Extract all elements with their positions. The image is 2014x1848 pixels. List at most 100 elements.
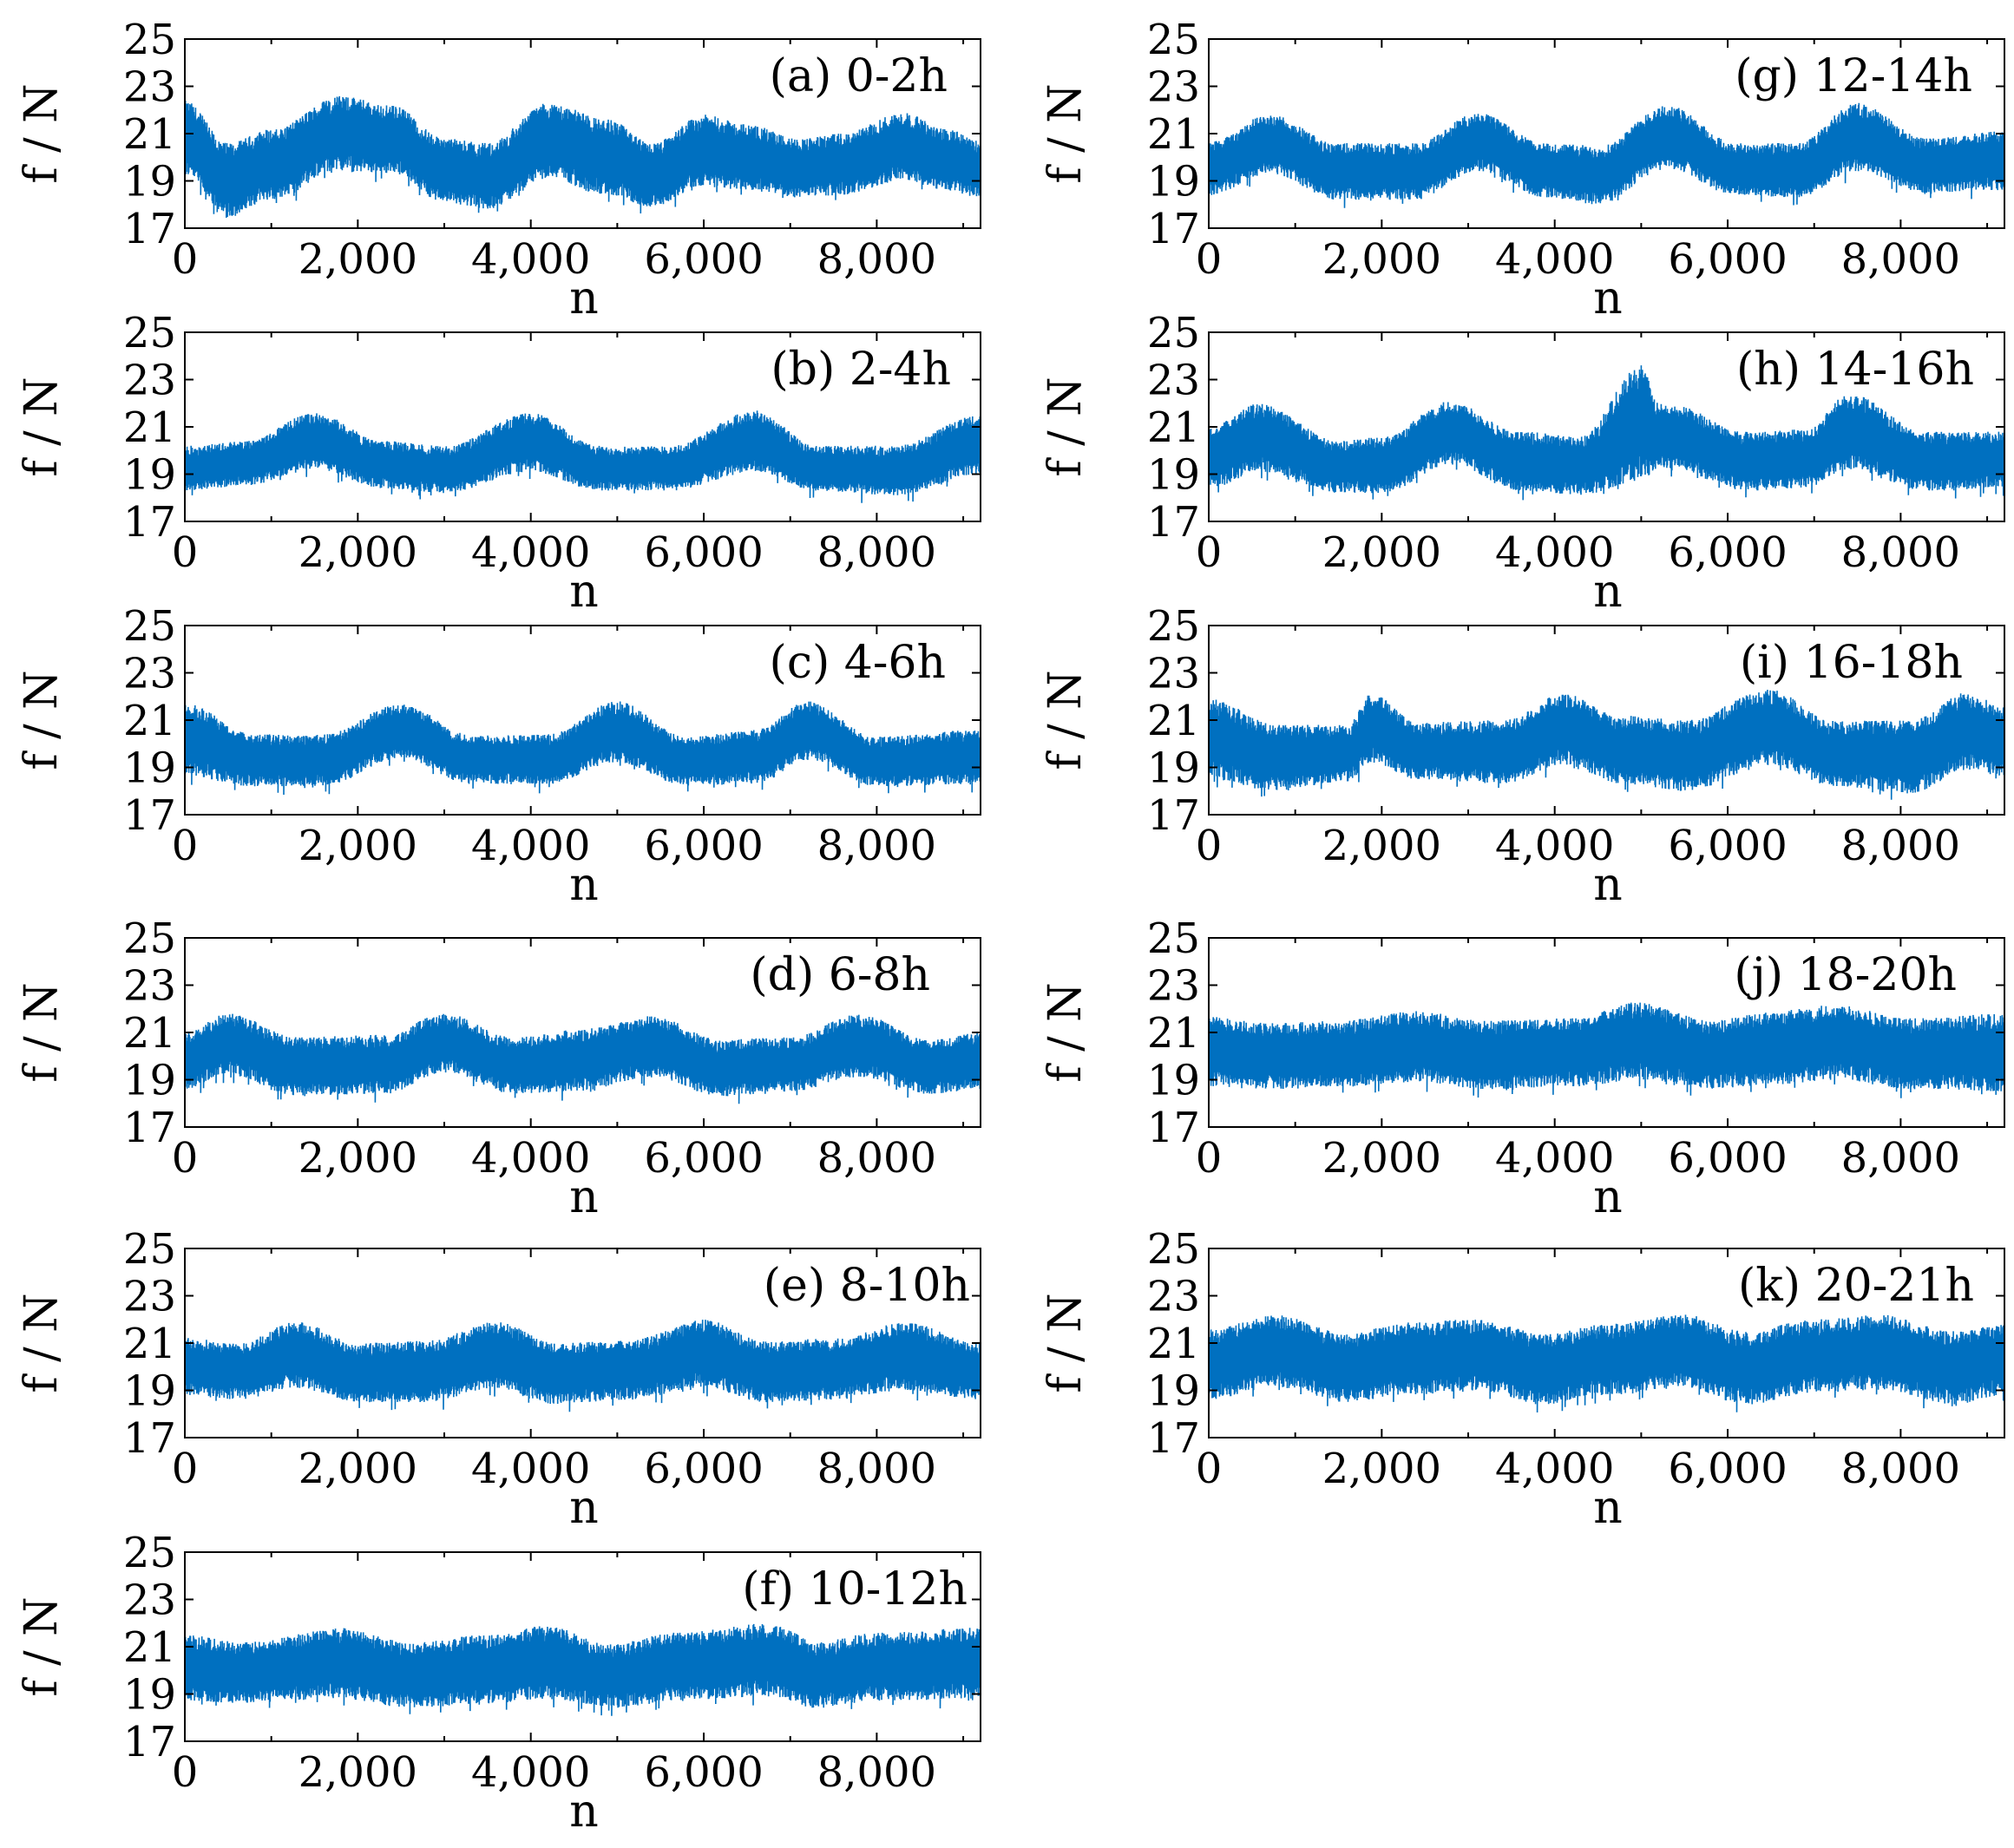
panel-title: (k) 20-21h xyxy=(1738,1260,1974,1312)
y-axis-label: f / N xyxy=(1040,1293,1092,1393)
y-tick-label: 23 xyxy=(1147,63,1200,112)
y-tick-label: 21 xyxy=(1147,697,1200,745)
x-tick-label: 8,000 xyxy=(817,1445,936,1493)
x-tick-label: 2,000 xyxy=(298,1445,417,1493)
series-line xyxy=(185,95,981,219)
y-axis-label: f / N xyxy=(1040,982,1092,1082)
y-tick-label: 19 xyxy=(123,158,176,206)
y-tick-label: 19 xyxy=(123,1367,176,1416)
x-tick-label: 4,000 xyxy=(471,822,590,870)
y-tick-label: 17 xyxy=(123,205,176,253)
x-tick-label: 2,000 xyxy=(298,1134,417,1183)
y-tick-label: 25 xyxy=(1147,16,1200,64)
series-line xyxy=(1209,689,2004,800)
x-axis-label: n xyxy=(569,566,599,618)
x-tick-label: 2,000 xyxy=(1322,1134,1441,1183)
y-tick-label: 21 xyxy=(123,697,176,745)
x-tick-label: 8,000 xyxy=(817,235,936,284)
y-axis-label: f / N xyxy=(16,670,68,770)
x-tick-label: 4,000 xyxy=(471,235,590,284)
series-line xyxy=(185,1623,981,1716)
y-axis-label: f / N xyxy=(1040,670,1092,770)
x-tick-label: 8,000 xyxy=(817,1748,936,1797)
y-tick-label: 21 xyxy=(1147,403,1200,452)
panel-title: (j) 18-20h xyxy=(1734,949,1957,1001)
y-tick-label: 17 xyxy=(123,791,176,840)
x-axis-label: n xyxy=(1593,1482,1623,1534)
x-tick-label: 0 xyxy=(172,528,199,577)
y-tick-label: 21 xyxy=(1147,1009,1200,1058)
y-tick-label: 25 xyxy=(123,309,176,357)
y-tick-label: 23 xyxy=(123,650,176,698)
panel-title: (a) 0-2h xyxy=(770,50,948,102)
x-axis-label: n xyxy=(1593,1171,1623,1223)
panel-title: (h) 14-16h xyxy=(1736,344,1974,396)
x-tick-label: 6,000 xyxy=(644,1134,763,1183)
y-tick-label: 19 xyxy=(1147,744,1200,793)
panel-title: (d) 6-8h xyxy=(750,949,930,1001)
y-tick-label: 19 xyxy=(1147,451,1200,500)
x-tick-label: 2,000 xyxy=(298,1748,417,1797)
x-tick-label: 0 xyxy=(1196,1445,1223,1493)
x-tick-label: 6,000 xyxy=(644,235,763,284)
y-tick-label: 17 xyxy=(123,1718,176,1766)
y-tick-label: 23 xyxy=(1147,1273,1200,1321)
x-axis-label: n xyxy=(1593,859,1623,911)
x-tick-label: 4,000 xyxy=(1495,528,1614,577)
y-tick-label: 23 xyxy=(1147,650,1200,698)
x-tick-label: 8,000 xyxy=(1841,822,1960,870)
y-tick-label: 19 xyxy=(123,451,176,500)
panel-title: (c) 4-6h xyxy=(770,637,946,689)
y-axis-label: f / N xyxy=(1040,83,1092,183)
y-tick-label: 21 xyxy=(123,110,176,159)
x-tick-label: 6,000 xyxy=(1668,235,1787,284)
series-line xyxy=(185,410,981,503)
x-tick-label: 8,000 xyxy=(1841,1134,1960,1183)
y-tick-label: 21 xyxy=(123,1623,176,1672)
y-tick-label: 19 xyxy=(1147,1057,1200,1105)
x-tick-label: 8,000 xyxy=(817,822,936,870)
y-tick-label: 21 xyxy=(123,1320,176,1368)
y-tick-label: 17 xyxy=(1147,205,1200,253)
panel-title: (f) 10-12h xyxy=(742,1563,968,1615)
y-tick-label: 25 xyxy=(123,1529,176,1577)
y-tick-label: 17 xyxy=(1147,1414,1200,1463)
x-tick-label: 6,000 xyxy=(644,528,763,577)
series-line xyxy=(185,1320,981,1412)
x-tick-label: 8,000 xyxy=(1841,235,1960,284)
y-tick-label: 21 xyxy=(1147,110,1200,159)
x-axis-label: n xyxy=(569,859,599,911)
y-tick-label: 23 xyxy=(123,962,176,1011)
x-tick-label: 2,000 xyxy=(298,235,417,284)
x-tick-label: 0 xyxy=(172,1134,199,1183)
y-tick-label: 25 xyxy=(123,914,176,963)
x-tick-label: 6,000 xyxy=(1668,822,1787,870)
y-tick-label: 19 xyxy=(1147,158,1200,206)
y-tick-label: 19 xyxy=(123,1057,176,1105)
panel-title: (e) 8-10h xyxy=(764,1260,970,1312)
x-tick-label: 4,000 xyxy=(1495,1134,1614,1183)
x-tick-label: 0 xyxy=(1196,822,1223,870)
y-tick-label: 25 xyxy=(123,16,176,64)
x-tick-label: 4,000 xyxy=(471,1134,590,1183)
y-tick-label: 21 xyxy=(1147,1320,1200,1368)
series-line xyxy=(1209,1002,2004,1098)
x-tick-label: 0 xyxy=(1196,528,1223,577)
y-axis-label: f / N xyxy=(16,982,68,1082)
y-tick-label: 25 xyxy=(123,1225,176,1274)
x-tick-label: 6,000 xyxy=(1668,1134,1787,1183)
series-line xyxy=(1209,1314,2004,1413)
x-tick-label: 8,000 xyxy=(1841,1445,1960,1493)
y-tick-label: 19 xyxy=(123,744,176,793)
x-tick-label: 0 xyxy=(172,822,199,870)
y-tick-label: 17 xyxy=(1147,1104,1200,1152)
x-tick-label: 4,000 xyxy=(471,1748,590,1797)
x-tick-label: 0 xyxy=(172,1748,199,1797)
series-line xyxy=(185,1013,981,1104)
